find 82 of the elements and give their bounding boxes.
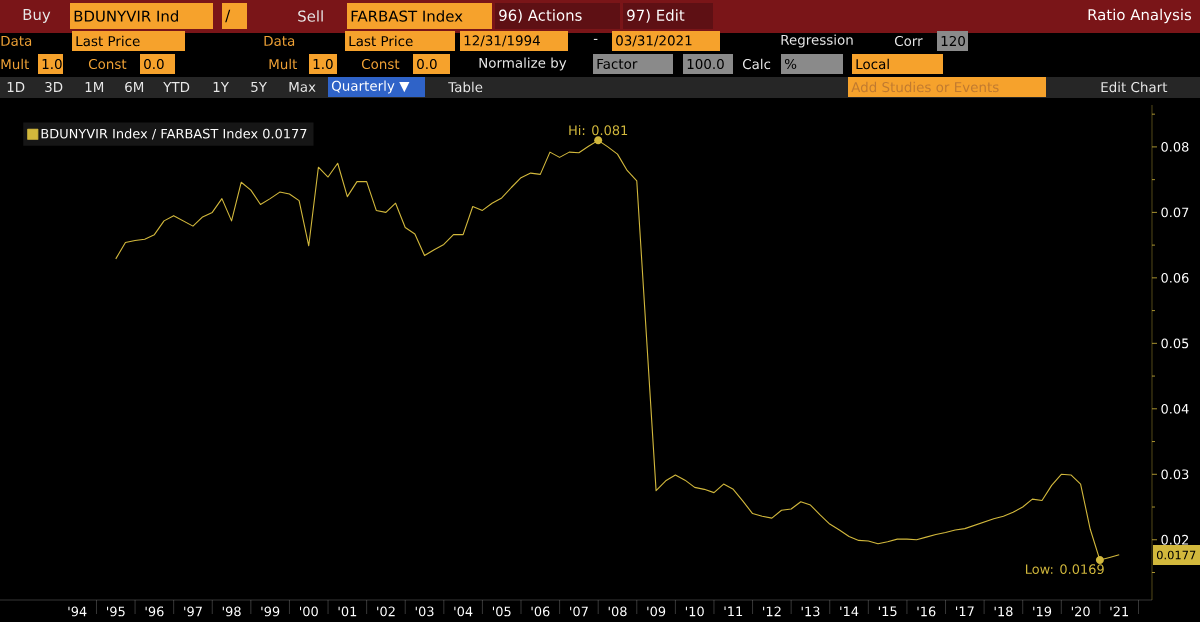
text: 1M — [85, 82, 104, 92]
text: 1Y — [213, 82, 229, 92]
y-tick-label: 0.03 — [1161, 469, 1189, 480]
text: Corr — [894, 35, 923, 47]
legend-label: BDUNYVIR Index / FARBAST Index 0.0177 — [41, 128, 307, 140]
chart-title: Ratio Analysis — [1088, 8, 1192, 24]
text: % — [784, 58, 797, 70]
text: Regression — [781, 34, 853, 48]
x-tick-label: '09 — [647, 606, 666, 617]
text: / — [225, 9, 231, 23]
y-tick-label: 0.02 — [1161, 534, 1189, 545]
text: FARBAST Index — [351, 10, 463, 22]
x-tick-label: '11 — [724, 606, 743, 616]
x-tick-label: '95 — [107, 606, 125, 617]
text: Max — [289, 81, 316, 92]
text: 1.0 — [313, 58, 333, 70]
text: 6M — [125, 81, 144, 93]
text: 3D — [45, 81, 63, 93]
text: Last Price — [349, 35, 413, 47]
x-tick-label: '15 — [878, 606, 897, 617]
annotation: Hi: 0.081 — [569, 125, 628, 136]
text: Calc — [742, 58, 771, 70]
text: Mult — [269, 58, 298, 70]
text: Mult — [1, 58, 30, 70]
x-tick-label: '19 — [1033, 606, 1052, 617]
text: Data — [1, 35, 32, 46]
text: Factor — [597, 58, 638, 69]
x-tick-label: '03 — [415, 606, 434, 617]
text: Local — [856, 58, 889, 70]
x-tick-label: '99 — [261, 606, 280, 617]
x-tick-label: '07 — [570, 606, 588, 617]
text: 03/31/2021 — [616, 35, 692, 47]
x-tick-label: '06 — [531, 606, 550, 617]
y-tick-label: 0.04 — [1161, 403, 1189, 414]
x-tick-label: '97 — [184, 606, 202, 617]
y-tick-label: 0.07 — [1161, 207, 1189, 218]
x-tick-label: '98 — [222, 606, 241, 617]
x-tick-label: '01 — [338, 606, 357, 617]
y-tick-label: 0.06 — [1161, 272, 1189, 283]
text: 0.0 — [144, 58, 164, 70]
text: 100.0 — [687, 58, 724, 70]
text: Data — [264, 35, 295, 46]
text: Const — [361, 58, 400, 70]
x-tick-label: '00 — [299, 606, 318, 617]
text: Sell — [298, 10, 323, 22]
text: 96) Actions — [499, 9, 582, 23]
text: Edit Chart — [1101, 81, 1168, 93]
x-tick-label: '20 — [1071, 606, 1090, 617]
text: Table — [448, 81, 483, 93]
x-tick-label: '12 — [763, 606, 781, 617]
text: 5Y — [251, 81, 267, 92]
text: 0.0 — [417, 58, 437, 70]
text: Normalize by — [479, 57, 567, 71]
text: 120 — [941, 35, 965, 47]
text: Buy — [23, 8, 51, 23]
text: 12/31/1994 — [464, 35, 540, 47]
y-tick-label: 0.08 — [1161, 142, 1189, 152]
x-tick-label: '96 — [145, 606, 164, 617]
x-tick-label: '10 — [685, 606, 704, 617]
x-tick-label: '13 — [801, 606, 820, 617]
text: BDUNYVIR Ind — [74, 10, 178, 22]
text: 1.0 — [42, 58, 62, 70]
text: YTD — [163, 82, 190, 92]
text: 0.0177 — [1156, 550, 1196, 560]
x-tick-label: '94 — [68, 606, 87, 617]
y-tick-label: 0.05 — [1161, 338, 1189, 349]
text: - — [593, 38, 598, 40]
text: Last Price — [76, 35, 140, 47]
x-tick-label: '02 — [377, 606, 395, 617]
text: Const — [88, 58, 127, 70]
text: 1D — [7, 82, 25, 92]
x-tick-label: '05 — [492, 606, 511, 617]
text: 97) Edit — [627, 9, 685, 23]
text: Quarterly ▼ — [331, 80, 410, 94]
x-tick-label: '16 — [917, 606, 936, 617]
x-tick-label: '08 — [608, 606, 627, 617]
x-tick-label: '04 — [454, 606, 473, 617]
x-tick-label: '14 — [840, 606, 859, 616]
annotation: Low: 0.0169 — [1025, 564, 1104, 575]
x-tick-label: '21 — [1110, 606, 1129, 617]
x-tick-label: '18 — [994, 606, 1013, 617]
x-tick-label: '17 — [956, 606, 974, 616]
